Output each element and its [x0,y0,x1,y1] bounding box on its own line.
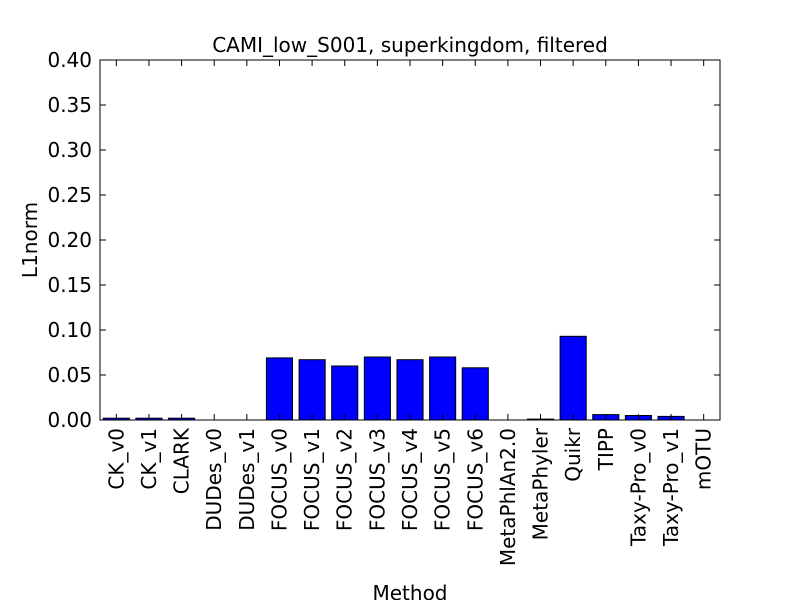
x-axis: CK_v0 CK_v1 CLARK DUDes_v0 DUDes_v1 FOCUS_v0 F… [104,60,716,566]
x-tick-label: Taxy-Pro_v1 [659,428,683,547]
x-tick-label: DUDes_v0 [202,428,226,531]
y-tick-label: 0.35 [47,93,92,117]
x-tick-label: CLARK [170,427,194,494]
x-tick-label: FOCUS_v5 [431,428,455,531]
x-tick-label: MetaPhlAn2.0 [496,428,520,566]
bar-focus-v3 [363,356,391,421]
x-tick-label: MetaPhyler [529,427,553,540]
x-tick-label: DUDes_v1 [235,428,259,531]
x-tick-label: FOCUS_v6 [463,428,487,531]
chart-title: CAMI_low_S001, superkingdom, filtered [212,33,608,57]
y-tick-label: 0.20 [47,228,92,252]
x-tick-label: FOCUS_v0 [267,428,291,531]
y-tick-label: 0.30 [47,138,92,162]
y-tick-label: 0.15 [47,273,92,297]
x-tick-label: FOCUS_v1 [300,428,324,531]
y-axis-label: L1norm [18,202,42,278]
y-tick-label: 0.25 [47,183,92,207]
y-tick-label: 0.00 [47,408,92,432]
bar-focus-v0 [265,357,294,421]
x-tick-label: CK_v0 [104,428,128,490]
x-tick-label: CK_v1 [137,428,161,490]
y-axis: 0.00 0.05 0.10 0.15 0.20 0.25 0.30 0.35 0.40 [47,48,720,432]
bar-focus-v1 [298,359,326,421]
x-tick-label: Quikr [561,427,585,482]
bar-focus-v2 [331,365,359,421]
x-axis-label: Method [372,581,447,600]
bar-quikr [559,335,587,421]
bars-group [102,335,685,421]
bar-focus-v5 [429,356,457,421]
y-tick-label: 0.05 [47,363,92,387]
x-tick-label: FOCUS_v4 [398,428,422,531]
x-tick-label: FOCUS_v3 [365,428,389,531]
x-tick-label: FOCUS_v2 [333,428,357,531]
bar-focus-v6 [461,367,489,421]
y-tick-label: 0.10 [47,318,92,342]
y-tick-label: 0.40 [47,48,92,72]
x-tick-label: TIPP [594,428,618,471]
bar-focus-v4 [396,359,424,421]
x-tick-label: Taxy-Pro_v0 [626,428,650,547]
x-tick-label: mOTU [692,428,716,490]
